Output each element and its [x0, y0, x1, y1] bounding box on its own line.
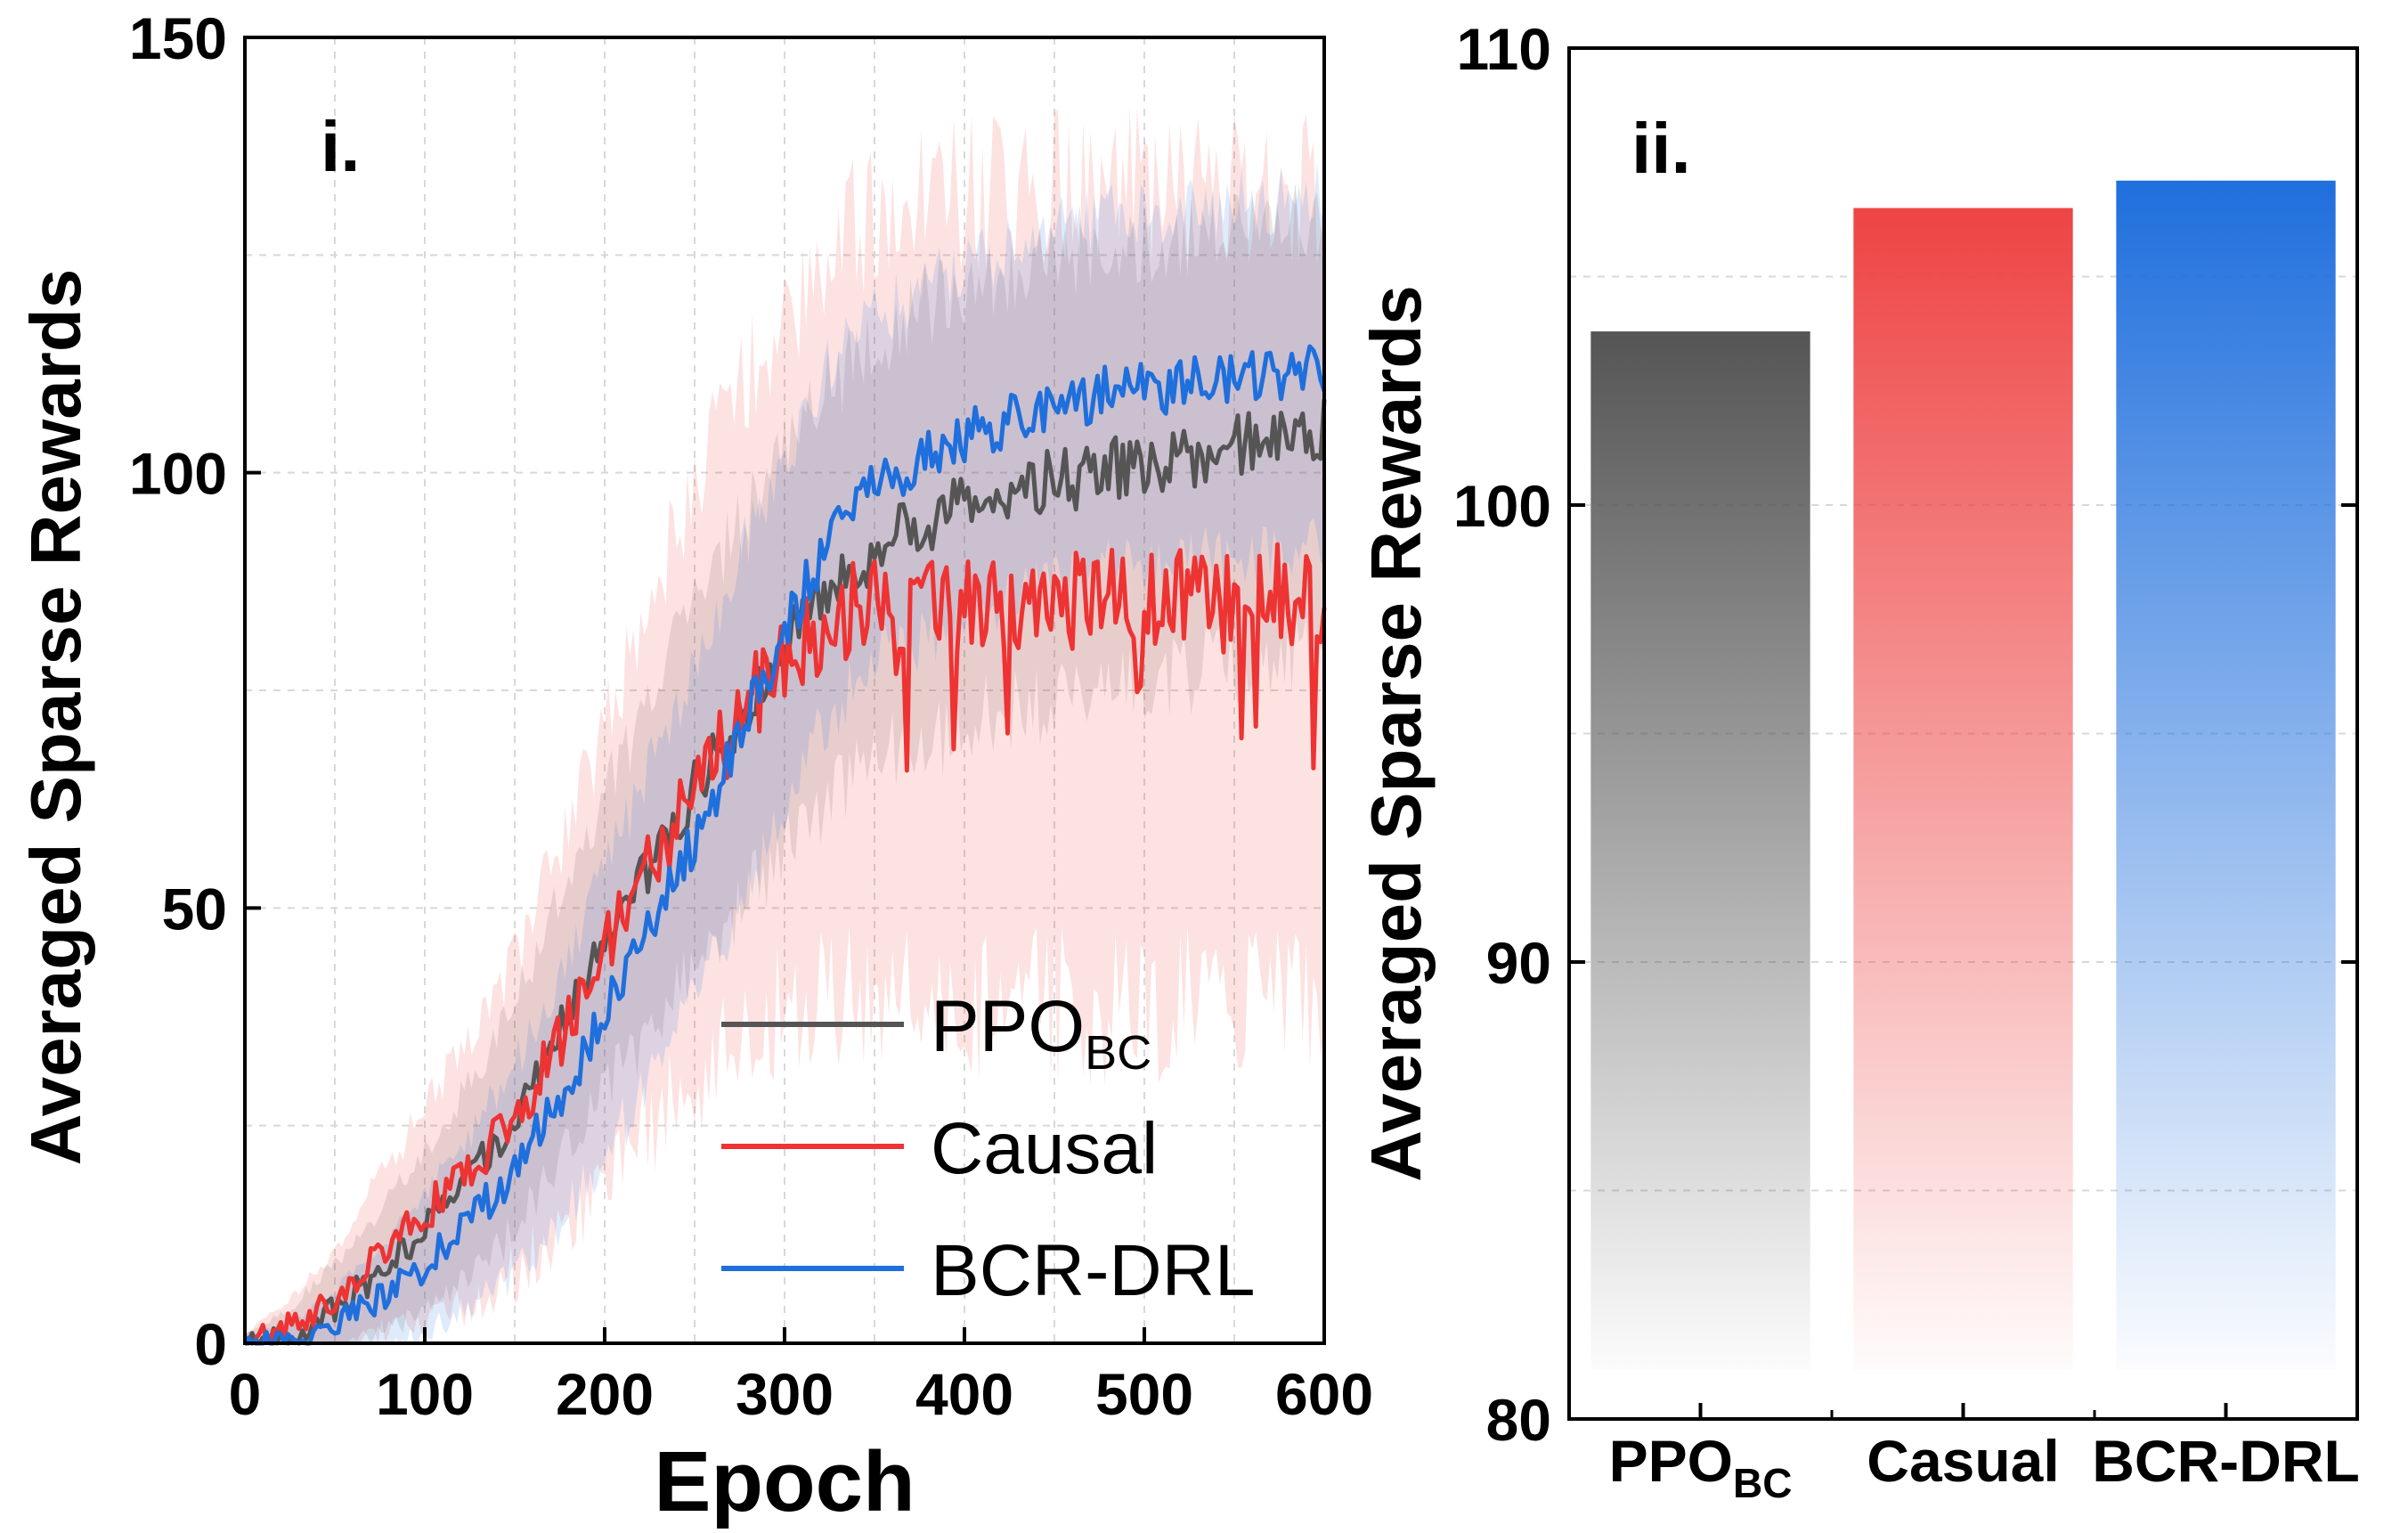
- bar-chart-panel-label: ii.: [1631, 109, 1691, 188]
- x-tick-label-main: BCR-DRL: [2092, 1428, 2360, 1494]
- series-band: [245, 107, 1324, 1343]
- legend-label: PPOBC: [931, 986, 1151, 1080]
- x-tick-label: 100: [376, 1361, 474, 1427]
- bar: [1590, 331, 1810, 1370]
- line-chart-ticks: 0 100 200 300 400 500 600 0 50 100 150: [129, 5, 1373, 1427]
- x-tick-label: 500: [1095, 1361, 1193, 1427]
- x-tick-label: 0: [229, 1361, 262, 1427]
- x-tick-label: 600: [1275, 1361, 1373, 1427]
- x-tick-label: 400: [915, 1361, 1013, 1427]
- series-line: [242, 344, 1327, 1346]
- x-tick-label: BCR-DRL: [2092, 1428, 2360, 1494]
- bar-chart-y-axis-label: Averaged Sparse Rewards: [1356, 285, 1436, 1181]
- y-tick-label: 0: [194, 1311, 227, 1377]
- x-tick-label-main: PPO: [1609, 1428, 1733, 1494]
- legend-label-main: Causal: [931, 1108, 1158, 1189]
- bar-chart-ticks: 80 90 100 110 PPOBC Casual BCR-DRL: [1453, 16, 2360, 1506]
- x-tick-label-main: Casual: [1867, 1428, 2059, 1494]
- series-line: [244, 542, 1327, 1346]
- series-band: [245, 183, 1324, 1343]
- x-tick-label-subscript: BC: [1733, 1460, 1792, 1506]
- bar-chart-panel: 80 90 100 110 PPOBC Casual BCR-DRL ii. Average…: [1356, 16, 2360, 1506]
- line-chart-panel: 0 100 200 300 400 500 600 0 50 100 150 i. Epoch Av…: [16, 5, 1373, 1529]
- y-tick-label: 100: [1453, 473, 1551, 539]
- legend-label: BCR-DRL: [931, 1230, 1255, 1311]
- line-chart-panel-label: i.: [321, 107, 360, 186]
- bar-chart-bars: [1590, 180, 2336, 1370]
- legend-label: Causal: [931, 1108, 1158, 1189]
- y-tick-label: 50: [162, 876, 227, 942]
- bar: [1853, 208, 2073, 1370]
- legend-label-subscript: BC: [1085, 1026, 1151, 1080]
- y-tick-label: 90: [1486, 930, 1551, 996]
- x-tick-label: 200: [556, 1361, 654, 1427]
- line-chart-y-axis-label: Averaged Sparse Rewards: [16, 269, 95, 1165]
- line-chart-lines: [242, 344, 1327, 1346]
- bar: [2116, 180, 2336, 1370]
- x-tick-label: Casual: [1867, 1428, 2059, 1494]
- line-chart-legend: PPOBC Causal BCR-DRL: [721, 986, 1255, 1311]
- y-tick-label: 80: [1486, 1387, 1551, 1453]
- y-tick-label: 150: [129, 5, 227, 71]
- x-tick-label: 300: [736, 1361, 834, 1427]
- y-tick-label: 100: [129, 441, 227, 507]
- y-tick-label: 110: [1457, 16, 1551, 82]
- legend-label-main: PPO: [931, 986, 1085, 1067]
- series-line: [245, 399, 1327, 1346]
- line-chart-x-axis-label: Epoch: [654, 1434, 915, 1529]
- legend-label-main: BCR-DRL: [931, 1230, 1255, 1311]
- series-band: [245, 162, 1324, 1344]
- line-chart-bands: [245, 107, 1324, 1344]
- x-tick-label: PPOBC: [1609, 1428, 1793, 1506]
